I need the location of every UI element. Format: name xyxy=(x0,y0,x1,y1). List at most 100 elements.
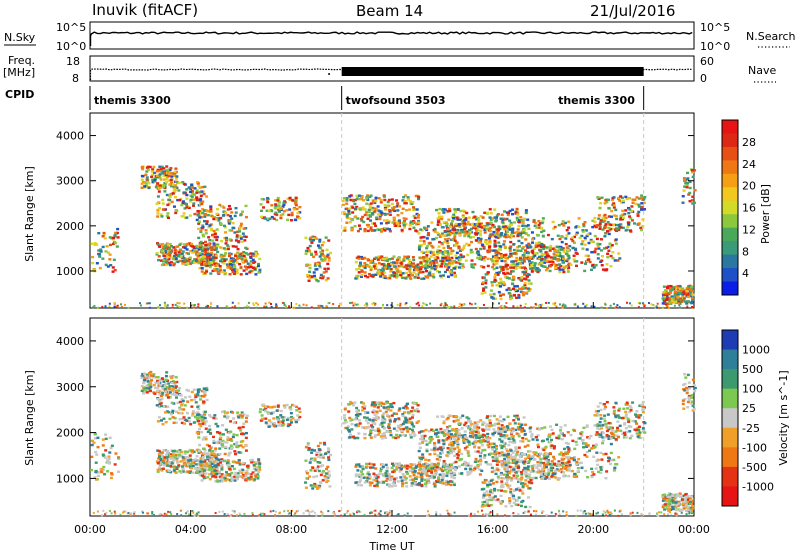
velocity-cell xyxy=(205,453,209,456)
power-cell xyxy=(213,262,217,266)
power-cell xyxy=(101,245,105,249)
power-cell xyxy=(528,287,532,291)
power-cell xyxy=(212,217,216,221)
power-cell xyxy=(320,243,324,247)
power-cell xyxy=(376,271,380,274)
power-cell xyxy=(205,195,209,198)
velocity-cell xyxy=(169,413,173,416)
velocity-cell xyxy=(219,440,223,444)
power-ground-cell xyxy=(210,303,213,306)
power-cell xyxy=(308,275,312,278)
velocity-cell xyxy=(242,422,246,425)
power-cell xyxy=(155,170,159,173)
power-cell xyxy=(556,258,560,261)
power-cell xyxy=(455,216,459,219)
velocity-cell xyxy=(200,394,204,398)
power-cell xyxy=(526,218,530,221)
power-cell xyxy=(193,187,197,190)
power-cell xyxy=(508,297,512,301)
power-ground-cell xyxy=(263,305,266,308)
power-cell xyxy=(528,246,532,249)
power-cell xyxy=(474,247,478,251)
velocity-cell xyxy=(203,393,207,397)
power-ground-cell xyxy=(108,302,111,305)
power-cell xyxy=(498,292,502,295)
power-cell xyxy=(153,179,157,182)
power-ground-cell xyxy=(373,303,376,306)
power-cell xyxy=(364,197,368,200)
power-cell xyxy=(249,269,253,273)
power-cell xyxy=(593,220,597,224)
velocity-cell xyxy=(150,379,154,382)
velocity-cell xyxy=(356,412,360,416)
power-cell xyxy=(401,276,405,280)
power-cell xyxy=(481,257,485,261)
power-cell xyxy=(228,214,232,218)
power-cell xyxy=(198,244,202,247)
power-cell xyxy=(552,252,556,256)
power-cell xyxy=(513,288,517,291)
velocity-cell xyxy=(173,383,177,386)
power-cell xyxy=(351,211,355,214)
power-cell xyxy=(189,249,193,253)
power-cell xyxy=(140,165,144,169)
power-cell xyxy=(516,233,520,236)
power-cell xyxy=(209,227,213,230)
velocity-cell xyxy=(230,464,234,468)
velocity-cell xyxy=(170,401,174,405)
power-cell xyxy=(260,209,264,213)
velocity-cell xyxy=(384,436,388,440)
power-cell xyxy=(309,236,313,239)
power-cell xyxy=(355,205,359,209)
power-cell xyxy=(160,172,164,175)
power-cell xyxy=(403,265,407,269)
power-cell xyxy=(614,223,618,227)
power-cell xyxy=(161,202,165,205)
power-cell xyxy=(437,264,441,267)
power-cell xyxy=(611,198,615,202)
velocity-cell xyxy=(381,418,385,422)
power-ground-cell xyxy=(647,302,650,305)
power-cell xyxy=(567,264,571,267)
velocity-heatmap xyxy=(90,318,697,518)
power-cell xyxy=(369,268,373,272)
power-cell xyxy=(257,262,261,266)
velocity-cell xyxy=(194,395,198,399)
power-cell xyxy=(499,297,503,301)
power-cell xyxy=(671,297,675,300)
power-cell xyxy=(429,255,433,258)
power-cell xyxy=(239,236,243,239)
power-cell xyxy=(425,260,429,263)
velocity-cell xyxy=(361,426,365,429)
power-ground-cell xyxy=(113,302,116,305)
velocity-cell xyxy=(304,445,308,449)
power-cell xyxy=(463,226,467,229)
power-cell xyxy=(440,226,444,229)
power-cell xyxy=(417,232,421,235)
velocity-cell xyxy=(425,480,429,483)
power-cell xyxy=(204,213,208,217)
power-cell xyxy=(537,241,541,244)
power-ground-cell xyxy=(178,302,181,305)
velocity-cell xyxy=(159,394,163,398)
power-cell xyxy=(527,282,531,285)
power-cell xyxy=(586,254,590,258)
power-cell xyxy=(207,262,211,265)
velocity-cell xyxy=(155,460,159,463)
power-cell xyxy=(145,176,149,179)
power-ground-cell xyxy=(469,302,472,305)
velocity-cell xyxy=(198,472,202,476)
velocity-cell xyxy=(408,433,412,436)
power-ground-cell xyxy=(247,306,250,309)
power-cell xyxy=(560,248,564,251)
velocity-cell xyxy=(378,404,382,407)
power-cell xyxy=(569,263,573,266)
velocity-cell xyxy=(201,464,205,467)
power-cell xyxy=(308,244,312,248)
power-cell xyxy=(503,210,507,213)
power-cell xyxy=(286,218,290,222)
velocity-cell xyxy=(160,377,164,380)
power-cell xyxy=(556,252,560,256)
power-colorbar-swatch xyxy=(722,146,738,161)
power-cell xyxy=(392,265,396,268)
